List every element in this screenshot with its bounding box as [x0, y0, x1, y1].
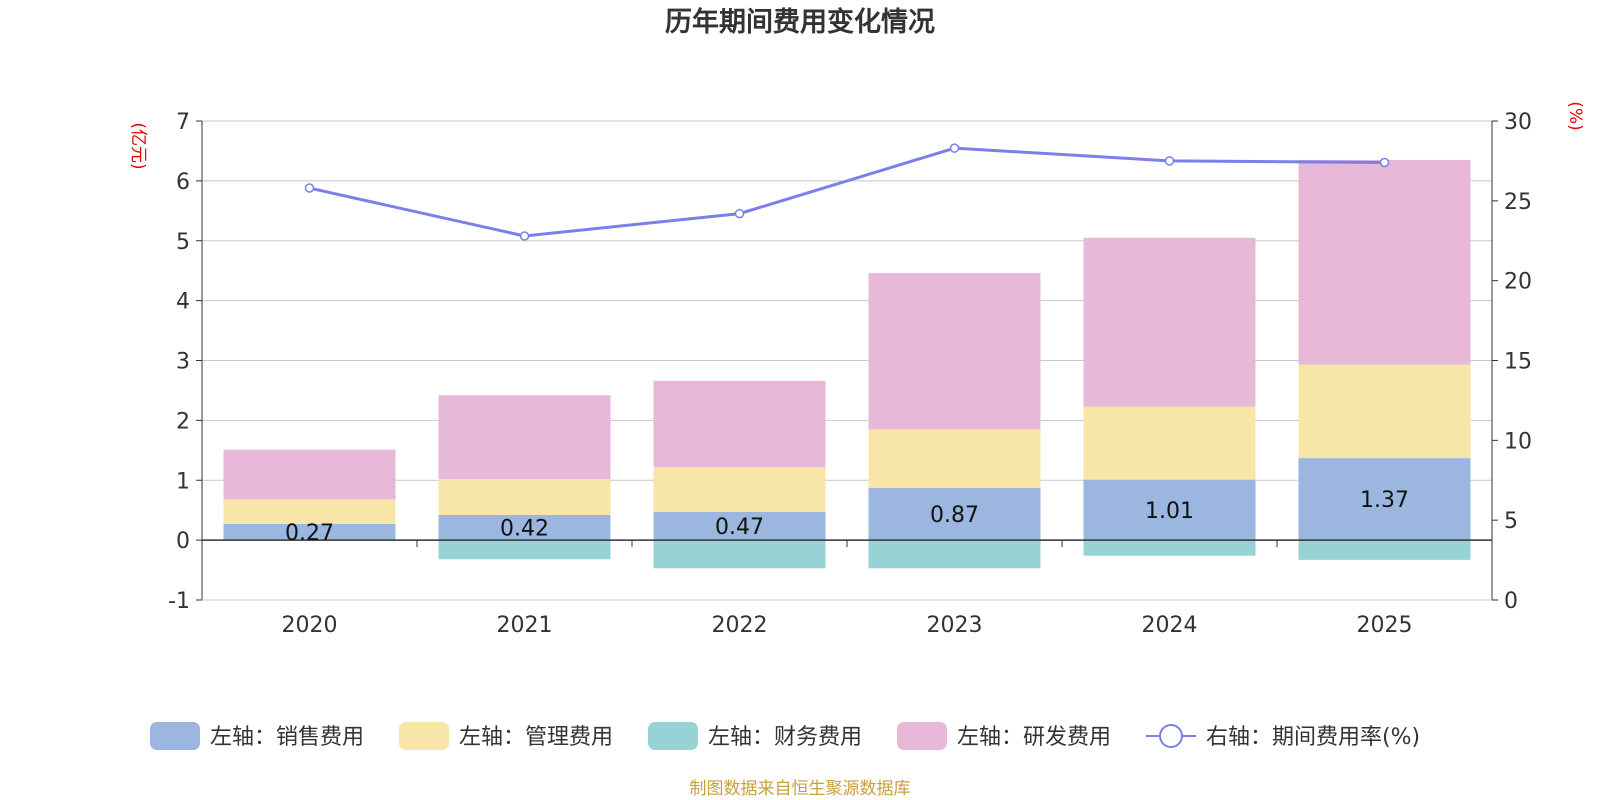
left-axis-tick-label: 3 — [176, 350, 190, 375]
rate-point — [1379, 157, 1390, 168]
data-label: 1.37 — [1360, 488, 1409, 513]
rate-point — [519, 231, 530, 241]
bar-segment — [1083, 406, 1256, 480]
bar-segment — [438, 540, 611, 560]
bar-segment — [1083, 540, 1256, 556]
bar-segment — [223, 499, 396, 524]
data-labels: 0.27 0.42 0.47 0.87 1.01 1.37 — [285, 488, 1409, 546]
left-axis-tick-label: 2 — [176, 409, 190, 434]
bars-group — [223, 159, 1471, 569]
data-label: 0.27 — [285, 521, 334, 546]
data-label: 0.47 — [715, 515, 764, 540]
x-axis-tick-label: 2020 — [282, 613, 338, 638]
bar-segment — [868, 429, 1041, 489]
x-axis-tick-label: 2025 — [1357, 613, 1413, 638]
gridlines — [202, 120, 1492, 601]
bar-segment — [868, 273, 1041, 430]
bar-segment — [1298, 458, 1471, 541]
legend-label: 左轴：研发费用 — [957, 725, 1111, 750]
bar-segment — [223, 449, 396, 500]
legend-marker-icon — [1159, 724, 1183, 748]
bar-segment — [1083, 479, 1256, 541]
bar-segment — [1298, 540, 1471, 560]
x-axis-tick-label: 2022 — [712, 613, 768, 638]
bar-segment — [1298, 364, 1471, 459]
rate-line — [309, 146, 1385, 238]
left-axis-tick-label: 4 — [176, 290, 190, 315]
bar-segment — [438, 514, 611, 541]
bar-segment — [438, 395, 611, 480]
left-axis-tick-label: 7 — [176, 110, 190, 135]
source-note: 制图数据来自恒生聚源数据库 — [690, 779, 911, 799]
legend: 左轴：销售费用 左轴：管理费用 左轴：财务费用 左轴：研发费用 右轴：期间费用率(%) — [150, 722, 1420, 750]
data-label: 1.01 — [1145, 499, 1194, 524]
bar-segment — [653, 467, 826, 512]
left-axis-tick-label: 0 — [176, 529, 190, 554]
left-axis-tick-label: 1 — [176, 469, 190, 494]
right-axis-unit: (%) — [1565, 101, 1585, 130]
data-label: 0.87 — [930, 503, 979, 528]
left-axis-tick-label: -1 — [168, 589, 190, 614]
rate-point — [304, 183, 315, 193]
legend-swatch — [150, 722, 200, 750]
right-axis-tick-label: 25 — [1504, 190, 1532, 215]
x-axis-tick-label: 2021 — [497, 613, 553, 638]
bar-segment — [1298, 159, 1471, 365]
left-axis-tick-label: 6 — [176, 170, 190, 195]
left-axis-unit: (亿元) — [128, 122, 148, 169]
rate-line-group — [304, 143, 1390, 241]
legend-label: 右轴：期间费用率(%) — [1206, 725, 1420, 750]
right-axis-tick-label: 5 — [1504, 509, 1518, 534]
x-axis-tick-label: 2023 — [927, 613, 983, 638]
x-axis-tick-label: 2024 — [1142, 613, 1198, 638]
rate-point — [734, 208, 745, 219]
right-axis-tick-label: 30 — [1504, 110, 1532, 135]
bar-segment — [223, 523, 396, 541]
right-axis-tick-label: 15 — [1504, 350, 1532, 375]
chart-title: 历年期间费用变化情况 — [665, 6, 935, 38]
right-axis-tick-label: 10 — [1504, 429, 1532, 454]
bar-segment — [653, 380, 826, 468]
legend-swatch — [897, 722, 947, 750]
bar-segment — [868, 488, 1041, 541]
bar-segment — [1083, 237, 1256, 407]
bar-segment — [868, 540, 1041, 569]
right-axis-tick-label: 20 — [1504, 270, 1532, 295]
bar-segment — [653, 540, 826, 569]
legend-label: 左轴：销售费用 — [210, 725, 364, 750]
right-axis-tick-label: 0 — [1504, 589, 1518, 614]
data-label: 0.42 — [500, 517, 549, 542]
rate-point — [1164, 156, 1175, 166]
bar-segment — [438, 479, 611, 515]
legend-label: 左轴：财务费用 — [708, 725, 862, 750]
legend-swatch — [399, 722, 449, 750]
rate-point — [949, 143, 960, 153]
left-axis-tick-label: 5 — [176, 230, 190, 255]
bar-segment — [653, 511, 826, 541]
legend-swatch — [648, 722, 698, 750]
legend-label: 左轴：管理费用 — [459, 725, 613, 750]
